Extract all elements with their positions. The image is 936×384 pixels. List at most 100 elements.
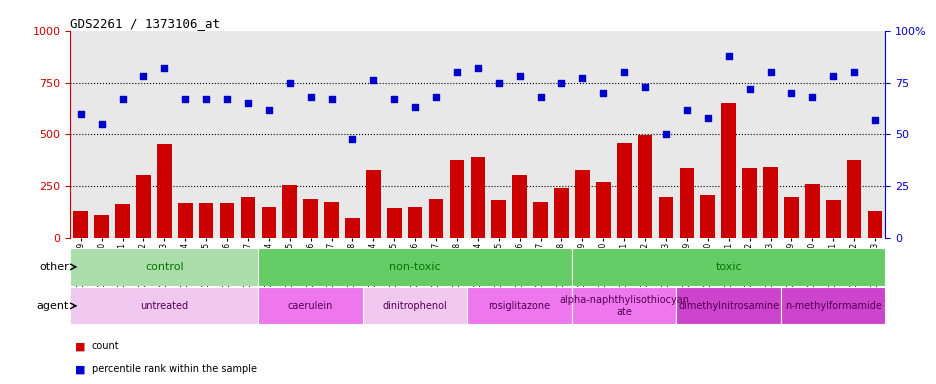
- Bar: [198, 203, 213, 238]
- Point: [636, 84, 651, 90]
- Bar: [741, 167, 756, 238]
- Bar: [762, 167, 777, 238]
- Bar: [637, 136, 651, 238]
- Bar: [533, 202, 548, 238]
- Text: dimethylnitrosamine: dimethylnitrosamine: [678, 301, 779, 311]
- Text: untreated: untreated: [140, 301, 188, 311]
- Text: caerulein: caerulein: [287, 301, 333, 311]
- Point: [804, 94, 819, 100]
- Bar: [679, 167, 694, 238]
- Point: [699, 115, 714, 121]
- Point: [387, 96, 402, 102]
- Bar: [303, 199, 317, 238]
- Bar: [387, 208, 402, 238]
- FancyBboxPatch shape: [70, 287, 258, 324]
- Point: [553, 79, 568, 86]
- Point: [344, 136, 359, 142]
- FancyBboxPatch shape: [571, 248, 885, 286]
- Bar: [867, 211, 882, 238]
- Text: other: other: [39, 262, 69, 272]
- FancyBboxPatch shape: [467, 287, 571, 324]
- Bar: [73, 211, 88, 238]
- Text: rosiglitazone: rosiglitazone: [488, 301, 550, 311]
- FancyBboxPatch shape: [258, 287, 362, 324]
- Bar: [136, 175, 151, 238]
- Bar: [366, 170, 380, 238]
- Point: [595, 90, 610, 96]
- Point: [721, 53, 736, 59]
- Point: [846, 69, 861, 75]
- Point: [449, 69, 464, 75]
- Bar: [490, 200, 505, 238]
- Bar: [95, 215, 109, 238]
- Bar: [575, 170, 589, 238]
- Point: [470, 65, 485, 71]
- FancyBboxPatch shape: [780, 287, 885, 324]
- Bar: [721, 103, 735, 238]
- Bar: [429, 199, 443, 238]
- Point: [156, 65, 171, 71]
- Bar: [512, 175, 526, 238]
- Point: [73, 111, 88, 117]
- Text: count: count: [92, 341, 119, 351]
- Bar: [261, 207, 276, 238]
- Text: ■: ■: [75, 364, 85, 374]
- Text: control: control: [145, 262, 183, 272]
- Point: [178, 96, 193, 102]
- Point: [136, 73, 151, 79]
- Point: [490, 79, 505, 86]
- Point: [94, 121, 109, 127]
- Bar: [846, 161, 860, 238]
- Bar: [324, 202, 339, 238]
- Point: [324, 96, 339, 102]
- Bar: [553, 188, 568, 238]
- Bar: [282, 185, 297, 238]
- Point: [282, 79, 297, 86]
- Point: [741, 86, 756, 92]
- Bar: [115, 204, 130, 238]
- Bar: [449, 161, 463, 238]
- Bar: [241, 197, 255, 238]
- Text: dinitrophenol: dinitrophenol: [383, 301, 447, 311]
- Point: [658, 131, 673, 137]
- Text: non-toxic: non-toxic: [389, 262, 441, 272]
- Point: [825, 73, 840, 79]
- Point: [428, 94, 443, 100]
- FancyBboxPatch shape: [571, 287, 676, 324]
- FancyBboxPatch shape: [70, 248, 258, 286]
- Point: [407, 104, 422, 111]
- Point: [303, 94, 318, 100]
- Bar: [157, 144, 171, 238]
- FancyBboxPatch shape: [676, 287, 780, 324]
- Point: [762, 69, 777, 75]
- Bar: [595, 182, 610, 238]
- Point: [867, 117, 882, 123]
- Bar: [470, 157, 485, 238]
- Bar: [804, 184, 819, 238]
- Point: [512, 73, 527, 79]
- Bar: [344, 218, 359, 238]
- Point: [261, 106, 276, 113]
- Point: [783, 90, 798, 96]
- Bar: [616, 143, 631, 238]
- Bar: [700, 195, 714, 238]
- Point: [219, 96, 234, 102]
- FancyBboxPatch shape: [258, 248, 571, 286]
- Point: [575, 75, 590, 81]
- Text: percentile rank within the sample: percentile rank within the sample: [92, 364, 256, 374]
- Point: [679, 106, 694, 113]
- Point: [115, 96, 130, 102]
- Text: ■: ■: [75, 341, 85, 351]
- Point: [365, 78, 380, 84]
- Point: [198, 96, 213, 102]
- Text: n-methylformamide: n-methylformamide: [784, 301, 881, 311]
- Text: agent: agent: [37, 301, 69, 311]
- Bar: [407, 207, 422, 238]
- Bar: [658, 197, 673, 238]
- Point: [616, 69, 631, 75]
- Bar: [825, 200, 840, 238]
- Point: [241, 100, 256, 106]
- Text: GDS2261 / 1373106_at: GDS2261 / 1373106_at: [70, 17, 220, 30]
- Text: alpha-naphthylisothiocyan
ate: alpha-naphthylisothiocyan ate: [559, 295, 689, 317]
- Bar: [783, 197, 797, 238]
